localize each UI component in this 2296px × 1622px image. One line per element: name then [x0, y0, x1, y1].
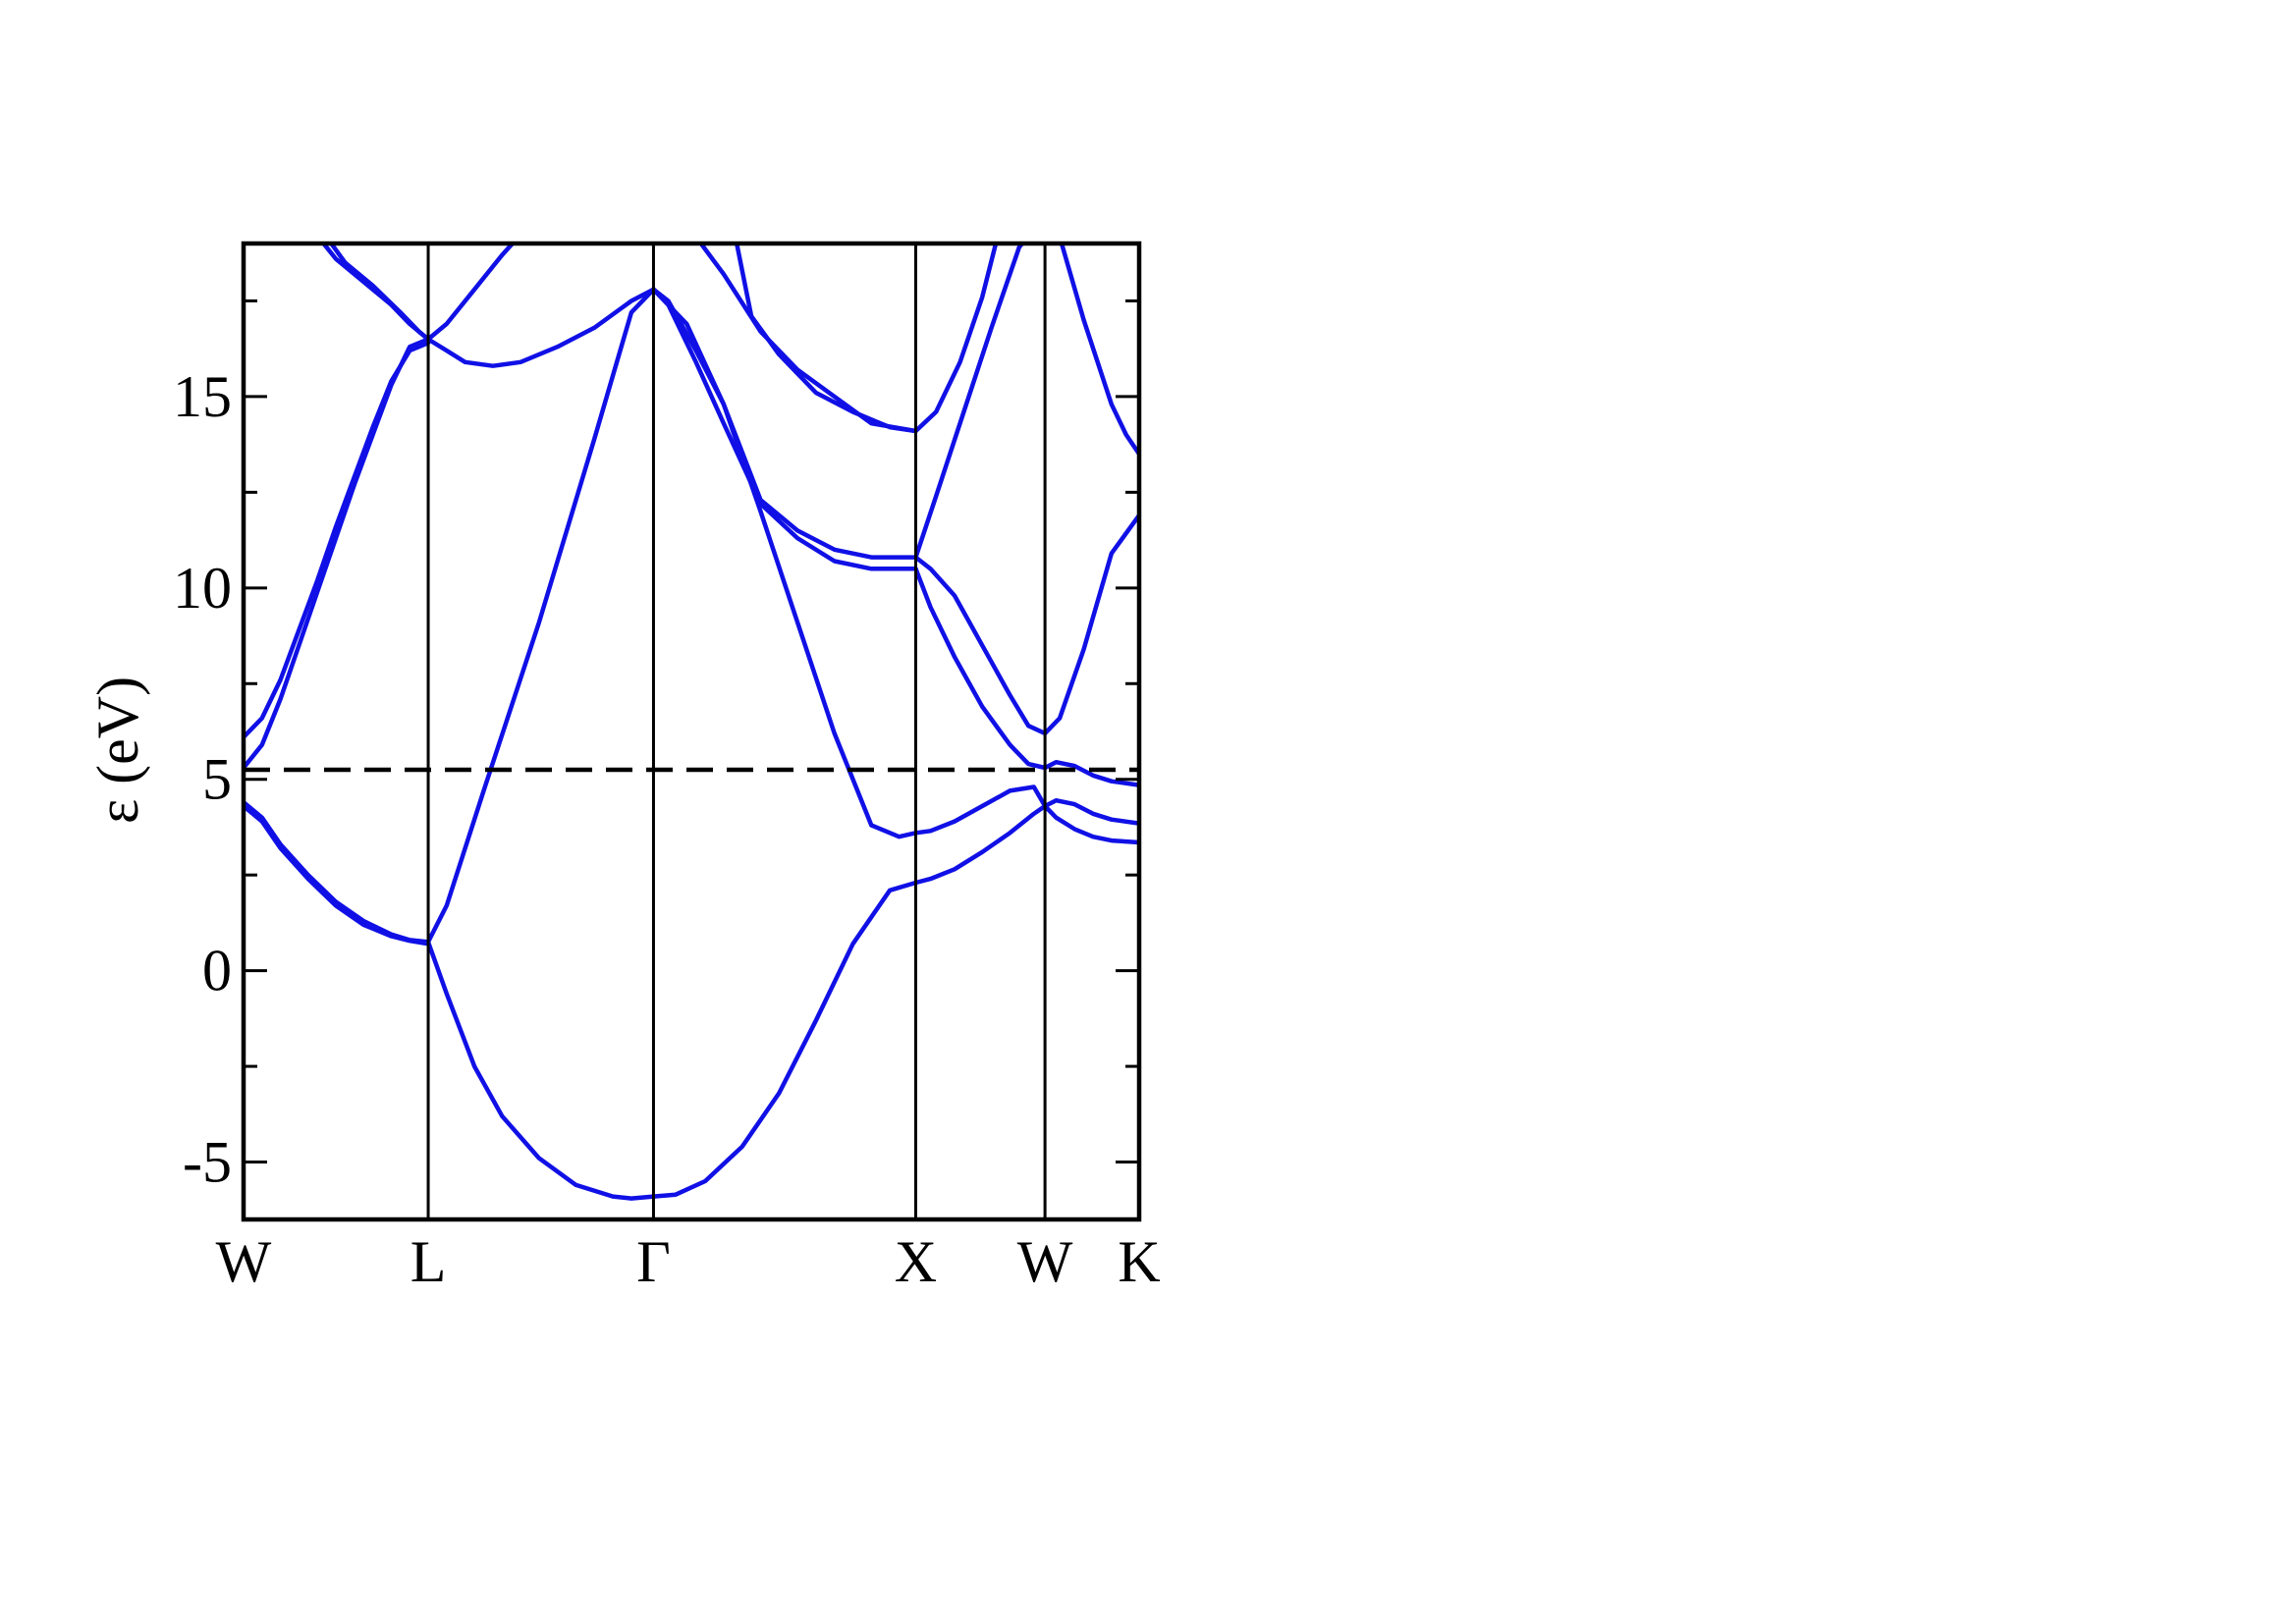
band-line-23 [1045, 762, 1139, 784]
k-point-label: X [895, 1229, 937, 1294]
y-tick-label: 10 [173, 556, 232, 621]
k-point-label: W [1017, 1229, 1073, 1294]
y-tick-label: 5 [202, 747, 232, 812]
band-line-17 [916, 787, 1046, 834]
band-line-1 [244, 802, 428, 942]
band-line-26 [1045, 515, 1139, 733]
band-line-21 [916, 225, 1038, 558]
k-point-label: W [216, 1229, 272, 1294]
band-line-18 [916, 806, 1046, 883]
plot-frame [244, 243, 1139, 1219]
band-line-19 [916, 568, 1046, 768]
y-tick-label: 15 [173, 364, 232, 429]
y-tick-labels: -5 0 5 10 15 [173, 364, 232, 1195]
k-point-label: L [410, 1229, 447, 1294]
bands-layer [244, 225, 1139, 1199]
band-line-16 [733, 225, 915, 432]
band-line-27 [1056, 225, 1139, 455]
y-axis-label: ε (eV) [85, 676, 150, 824]
k-point-label: Γ [636, 1229, 671, 1294]
symmetry-lines-layer [428, 243, 1045, 1219]
band-line-9 [428, 290, 654, 943]
band-line-22 [916, 225, 1002, 432]
k-point-label: K [1118, 1229, 1160, 1294]
y-tick-label: 0 [202, 939, 232, 1003]
band-line-2 [244, 806, 428, 944]
y-tick-label: -5 [183, 1130, 232, 1195]
band-line-7 [428, 942, 654, 1198]
band-line-10 [654, 290, 916, 837]
band-line-13 [654, 290, 916, 569]
band-line-8 [654, 883, 916, 1197]
ticks-layer [244, 300, 1139, 1162]
